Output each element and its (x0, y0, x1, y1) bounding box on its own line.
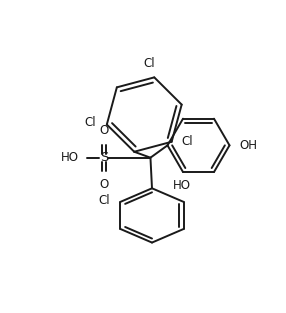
Text: O: O (99, 178, 109, 192)
Text: Cl: Cl (144, 58, 156, 70)
Text: HO: HO (61, 151, 79, 164)
Text: Cl: Cl (181, 135, 192, 148)
Text: HO: HO (172, 179, 190, 192)
Text: Cl: Cl (99, 194, 110, 207)
Text: O: O (99, 124, 109, 137)
Text: S: S (100, 151, 108, 164)
Text: OH: OH (240, 139, 258, 152)
Text: Cl: Cl (84, 116, 96, 130)
